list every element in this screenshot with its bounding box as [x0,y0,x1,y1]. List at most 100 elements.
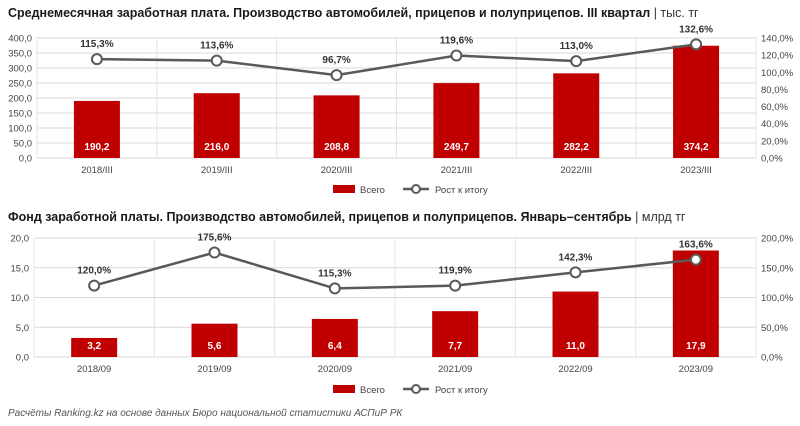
y-left-tick-label: 300,0 [8,64,32,75]
y-left-tick-label: 0,0 [16,353,29,364]
legend-bar-swatch [333,385,355,393]
bar-data-label: 208,8 [324,142,349,153]
bar-2022/III [553,73,600,158]
growth-point [449,279,462,292]
growth-data-label: 142,3% [559,252,593,263]
bar-data-label: 249,7 [444,142,469,153]
x-tick-label: 2021/III [441,165,473,176]
growth-point [570,55,583,68]
growth-line [96,43,697,77]
chart-2-unit: | млрд тг [635,210,686,224]
chart-2-title-text: Фонд заработной платы. Производство авто… [8,210,632,224]
legend-line-marker [411,184,421,194]
x-tick-label: 2023/09 [679,364,713,375]
growth-data-label: 113,6% [200,41,233,52]
chart-1-unit: | тыс. тг [653,6,699,20]
bar-data-label: 374,2 [684,142,709,153]
chart-2-payroll-fund: 0,0 5,0 10,0 15,0 20,0 0,0% 50,0% 100,0% 150,0% 2… [11,233,794,396]
bar-2018/09 [71,337,118,357]
y-right-tick-label: 80,0% [761,85,788,96]
y-left-tick-label: 5,0 [16,323,29,334]
x-tick-label: 2022/III [560,165,592,176]
bar-data-label: 11,0 [566,341,585,352]
y-left-tick-label: 200,0 [8,94,32,105]
legend-line-label: Рост к итогу [435,385,488,396]
growth-point [328,282,341,295]
growth-data-label: 113,0% [560,41,593,52]
bar-data-label: 190,2 [84,142,109,153]
y-right-tick-label: 120,0% [761,51,794,62]
chart-1-salary: 0,0 50,0 100,0 150,0 200,0 250,0 300,0 350,0 400… [8,24,794,196]
y-right-tick-label: 60,0% [761,102,788,113]
bar-data-label: 3,2 [87,341,101,352]
chart-2-title: Фонд заработной платы. Производство авто… [8,210,685,224]
y-left-tick-label: 400,0 [8,34,32,45]
y-left-tick-label: 100,0 [8,124,32,135]
growth-data-label: 119,9% [438,266,471,277]
y-right-tick-label: 150,0% [761,263,794,274]
x-tick-label: 2019/III [201,165,233,176]
growth-line [93,251,696,290]
bar-2021/III [433,83,480,158]
bar-2019/III [193,93,240,158]
bar-2021/09 [432,311,479,357]
source-footnote: Расчёты Ranking.kz на основе данных Бюро… [8,408,403,419]
y-right-tick-label: 0,0% [761,353,783,364]
y-right-tick-label: 100,0% [761,68,794,79]
y-right-tick-label: 50,0% [761,323,788,334]
x-tick-label: 2023/III [680,165,712,176]
bar-2023/III [673,45,720,158]
bar-data-label: 17,9 [686,341,706,352]
growth-data-label: 119,6% [440,35,473,46]
growth-point [90,53,103,66]
y-left-tick-label: 250,0 [8,79,32,90]
y-left-tick-label: 20,0 [11,234,30,245]
growth-data-label: 120,0% [77,266,111,277]
bar-data-label: 282,2 [564,142,589,153]
bar-2022/09 [552,291,599,357]
legend-bar-label: Всего [360,185,385,196]
bar-2020/09 [311,318,358,357]
bar-2018/III [73,100,120,158]
growth-data-label: 96,7% [322,55,350,66]
legend-line-label: Рост к итогу [435,185,488,196]
growth-data-label: 175,6% [198,233,232,244]
bar-data-label: 6,4 [328,341,342,352]
legend-line-marker [411,384,421,394]
growth-data-label: 115,3% [80,39,113,50]
bar-data-label: 5,6 [208,341,222,352]
growth-data-label: 132,6% [679,24,713,35]
x-tick-label: 2022/09 [558,364,592,375]
growth-point [208,246,221,259]
bar-data-label: 216,0 [204,142,229,153]
y-right-tick-label: 140,0% [761,34,794,45]
y-left-tick-label: 15,0 [11,263,30,274]
growth-point [450,49,463,62]
y-right-tick-label: 200,0% [761,234,794,245]
bar-2023/09 [672,250,719,357]
growth-data-label: 163,6% [679,240,713,251]
growth-data-label: 115,3% [318,268,351,279]
y-right-tick-label: 100,0% [761,293,794,304]
growth-point [330,69,343,82]
y-left-tick-label: 350,0 [8,49,32,60]
bar-2019/09 [191,323,238,357]
growth-point [88,279,101,292]
x-tick-label: 2021/09 [438,364,472,375]
y-right-tick-label: 40,0% [761,119,788,130]
x-tick-label: 2019/09 [197,364,231,375]
y-right-tick-label: 20,0% [761,136,788,147]
y-left-tick-label: 0,0 [19,154,32,165]
x-tick-label: 2018/III [81,165,113,176]
x-tick-label: 2020/09 [318,364,352,375]
bar-2020/III [313,95,360,158]
x-tick-label: 2020/III [321,165,353,176]
chart-1-title-text: Среднемесячная заработная плата. Произво… [8,6,651,20]
y-right-tick-label: 0,0% [761,154,783,165]
growth-point [689,253,702,266]
chart-1-title: Среднемесячная заработная плата. Произво… [8,6,699,20]
growth-point [210,54,223,67]
growth-point [690,38,703,51]
bar-data-label: 7,7 [448,341,462,352]
growth-point [569,266,582,279]
